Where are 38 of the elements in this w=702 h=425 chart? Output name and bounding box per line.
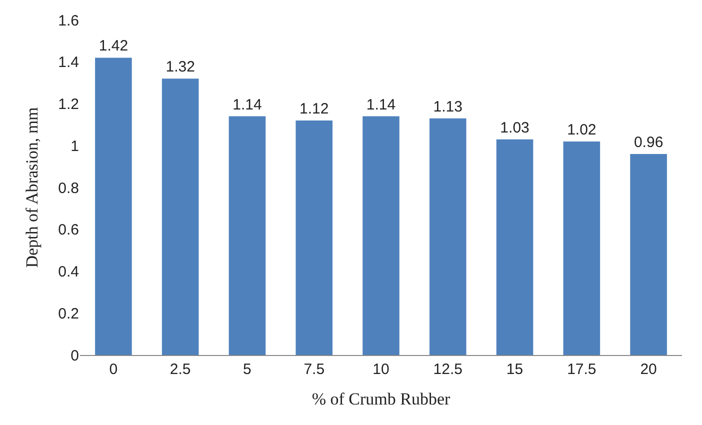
y-axis-title: Depth of Abrasion, mm	[22, 107, 42, 268]
x-tick-label: 17.5	[567, 361, 596, 378]
x-tick-label: 5	[243, 361, 252, 378]
x-tick-label: 15	[506, 361, 524, 378]
bar	[630, 154, 667, 355]
x-tick-label: 10	[372, 361, 390, 378]
x-tick-label: 7.5	[304, 361, 325, 378]
x-tick-label: 20	[640, 361, 657, 378]
data-label: 1.03	[500, 119, 530, 136]
x-tick-label: 0	[109, 361, 118, 378]
data-label: 0.96	[634, 134, 664, 151]
y-tick-label: 1.6	[58, 12, 79, 30]
data-label: 1.14	[366, 96, 396, 114]
bar	[162, 78, 199, 355]
bar	[228, 116, 266, 355]
data-label: 1.13	[433, 98, 462, 116]
y-tick-label: 0	[70, 347, 79, 364]
y-tick-label: 1.2	[58, 96, 79, 113]
x-tick-label: 12.5	[433, 361, 462, 378]
y-tick-label: 1.4	[58, 54, 79, 72]
data-label: 1.02	[567, 121, 596, 138]
y-tick-label: 0.8	[58, 180, 79, 197]
data-label: 1.42	[98, 38, 128, 55]
bar	[563, 141, 600, 355]
bar	[95, 58, 132, 355]
bar	[496, 139, 534, 355]
y-tick-label: 1	[70, 138, 79, 155]
y-tick-label: 0.2	[58, 305, 79, 322]
x-tick-label: 2.5	[170, 361, 191, 378]
y-tick-label: 0.6	[58, 222, 79, 239]
data-label: 1.12	[300, 100, 329, 118]
data-label: 1.14	[232, 96, 262, 114]
bar	[362, 116, 400, 355]
bar	[296, 120, 333, 355]
bar	[429, 118, 466, 355]
x-axis-title: % of Crumb Rubber	[312, 389, 451, 408]
y-tick-label: 0.4	[58, 264, 79, 280]
data-label: 1.32	[166, 58, 195, 76]
